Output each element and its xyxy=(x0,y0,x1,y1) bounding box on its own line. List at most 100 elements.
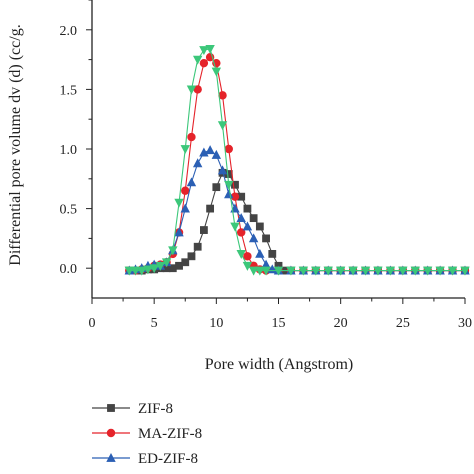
data-point xyxy=(255,222,264,231)
data-point xyxy=(447,266,458,276)
data-point xyxy=(255,266,265,276)
series-ma-zif-8 xyxy=(125,53,470,275)
data-point xyxy=(243,252,252,261)
data-point xyxy=(255,248,265,258)
data-point xyxy=(268,249,277,258)
data-point xyxy=(237,228,246,237)
data-point xyxy=(186,85,197,95)
y-tick-label: 2.0 xyxy=(60,24,78,39)
data-point xyxy=(249,214,258,223)
data-point xyxy=(206,204,215,213)
data-point xyxy=(323,266,333,276)
plot-series xyxy=(124,44,470,276)
series-line xyxy=(129,149,465,272)
data-point xyxy=(435,266,445,276)
data-point xyxy=(149,264,159,274)
data-point xyxy=(137,266,147,276)
data-point xyxy=(242,221,253,231)
data-point xyxy=(224,189,234,199)
x-tick-label: 30 xyxy=(458,316,472,331)
legend-marker xyxy=(106,428,116,438)
data-point xyxy=(124,266,134,276)
data-point xyxy=(211,67,222,77)
data-point xyxy=(187,252,196,261)
x-axis-title: Pore width (Angstrom) xyxy=(205,356,353,373)
data-point xyxy=(224,180,234,190)
data-point xyxy=(205,44,215,54)
x-tick-label: 5 xyxy=(151,316,158,331)
data-point xyxy=(168,246,178,256)
data-point xyxy=(230,222,240,232)
data-point xyxy=(130,266,141,276)
data-point xyxy=(192,158,203,168)
data-point xyxy=(298,266,309,276)
data-point xyxy=(200,226,208,234)
x-tick-label: 10 xyxy=(209,316,223,331)
data-point xyxy=(192,55,203,65)
legend-label: MA-ZIF-8 xyxy=(138,426,202,442)
data-point xyxy=(311,266,321,276)
data-point xyxy=(385,266,396,276)
series-line xyxy=(129,48,465,272)
data-point xyxy=(199,46,209,56)
legend-label: ED-ZIF-8 xyxy=(138,451,198,467)
legend-item: ED-ZIF-8 xyxy=(92,451,198,467)
data-point xyxy=(286,266,296,276)
data-point xyxy=(193,242,202,251)
y-axis-title: Differential pore volume dv (d) (cc/g. xyxy=(7,24,24,265)
data-point xyxy=(199,58,209,68)
legend-item: ZIF-8 xyxy=(92,401,173,417)
data-point xyxy=(155,261,166,271)
data-point xyxy=(217,165,228,175)
data-point xyxy=(174,227,184,237)
data-point xyxy=(186,177,197,187)
data-point xyxy=(180,203,190,213)
legend-item: MA-ZIF-8 xyxy=(92,426,202,442)
data-point xyxy=(187,132,196,142)
data-point xyxy=(205,145,215,155)
data-point xyxy=(211,149,222,159)
data-point xyxy=(373,266,383,276)
y-tick-label: 1.5 xyxy=(60,83,78,98)
data-point xyxy=(243,204,252,213)
legend: ZIF-8 MA-ZIF-8 ED-ZIF-8 xyxy=(92,401,202,467)
x-tick-label: 0 xyxy=(89,316,96,331)
data-point xyxy=(199,147,209,157)
data-point xyxy=(224,144,233,154)
x-tick-label: 15 xyxy=(272,316,286,331)
data-point xyxy=(143,265,153,275)
data-point xyxy=(236,213,246,223)
series-line xyxy=(129,56,465,272)
data-point xyxy=(262,234,270,243)
legend-marker xyxy=(106,452,116,462)
data-point xyxy=(460,266,470,276)
data-point xyxy=(161,258,172,268)
data-point xyxy=(217,121,228,131)
data-point xyxy=(248,266,259,276)
data-point xyxy=(398,266,408,276)
y-tick-label: 0.5 xyxy=(60,203,78,218)
series-zif-8 xyxy=(125,168,469,275)
data-point xyxy=(360,266,371,276)
series-unlabeled-3 xyxy=(124,44,470,276)
data-point xyxy=(174,198,184,208)
data-point xyxy=(261,266,271,276)
legend-marker xyxy=(107,404,115,412)
data-point xyxy=(212,183,221,192)
y-tick-label: 0.0 xyxy=(60,262,78,277)
y-tick-label: 1.0 xyxy=(60,143,78,158)
data-point xyxy=(335,266,346,276)
data-point xyxy=(348,266,358,276)
data-point xyxy=(242,261,253,271)
data-point xyxy=(410,266,420,276)
data-point xyxy=(423,266,433,276)
data-point xyxy=(181,258,190,267)
data-point xyxy=(273,266,284,276)
data-point xyxy=(248,233,259,243)
legend-label: ZIF-8 xyxy=(138,401,173,417)
axes: 0 5 10 15 20 25 30 0.0 0.5 1.0 1.5 2.0 xyxy=(60,0,472,331)
x-tick-label: 20 xyxy=(334,316,348,331)
x-tick-label: 25 xyxy=(396,316,410,331)
data-point xyxy=(180,145,190,155)
